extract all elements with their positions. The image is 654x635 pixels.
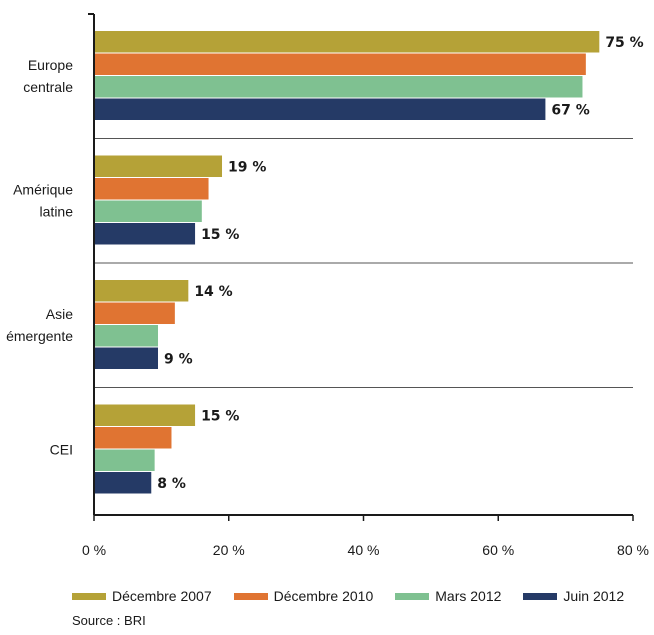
category-label: Asie xyxy=(46,306,73,322)
source-note: Source : BRI xyxy=(72,613,146,628)
category-label: émergente xyxy=(6,328,73,344)
category-labels: Europe centrale Amérique latine Asie émergent… xyxy=(6,57,73,458)
legend-swatch xyxy=(395,592,430,600)
x-tick-label: 0 % xyxy=(82,542,106,558)
bars xyxy=(94,31,600,494)
bar-chart: 75 % 67 % 19 % 15 % 14 % 9 % 15 % 8 % Europe cen… xyxy=(6,13,649,558)
legend-label: Mars 2012 xyxy=(435,588,502,604)
legend-swatch xyxy=(233,592,268,600)
category-label: CEI xyxy=(50,442,73,458)
data-label: 19 % xyxy=(228,159,266,175)
legend-item: Décembre 2007 xyxy=(72,588,212,604)
bar xyxy=(94,98,546,120)
data-label: 9 % xyxy=(164,351,193,367)
bar xyxy=(94,347,159,369)
legend-swatch xyxy=(523,592,558,600)
bar xyxy=(94,178,209,200)
category-label: latine xyxy=(40,204,74,220)
bar xyxy=(94,53,586,75)
x-tick-label: 20 % xyxy=(213,542,245,558)
x-tick-label: 80 % xyxy=(617,542,649,558)
bar xyxy=(94,472,152,494)
legend-item: Mars 2012 xyxy=(395,588,501,604)
legend-label: Décembre 2010 xyxy=(273,588,374,604)
bar xyxy=(94,223,196,245)
data-label: 67 % xyxy=(551,102,589,118)
data-label: 75 % xyxy=(605,35,643,51)
bar xyxy=(94,31,600,53)
data-labels: 75 % 67 % 19 % 15 % 14 % 9 % 15 % 8 % xyxy=(157,35,643,492)
bar xyxy=(94,155,223,177)
data-label: 15 % xyxy=(201,408,239,424)
legend-label: Décembre 2007 xyxy=(112,588,212,604)
category-label: Europe xyxy=(28,57,73,73)
legend-label: Juin 2012 xyxy=(563,588,625,604)
legend-item: Juin 2012 xyxy=(523,588,624,604)
legend: Décembre 2007 Décembre 2010 Mars 2012 Juin … xyxy=(72,588,646,604)
bar xyxy=(94,449,155,471)
bar xyxy=(94,76,583,98)
x-tick-label: 60 % xyxy=(482,542,514,558)
bar xyxy=(94,200,202,222)
x-axis-ticks: 0 % 20 % 40 % 60 % 80 % xyxy=(82,515,649,558)
bar xyxy=(94,427,172,449)
legend-swatch xyxy=(72,592,106,600)
data-label: 15 % xyxy=(201,227,239,243)
legend-item: Décembre 2010 xyxy=(233,588,374,604)
bar xyxy=(94,302,175,324)
bar xyxy=(94,404,196,426)
category-label: centrale xyxy=(23,79,73,95)
x-tick-label: 40 % xyxy=(348,542,380,558)
bar xyxy=(94,280,189,302)
category-label: Amérique xyxy=(13,182,73,198)
data-label: 8 % xyxy=(157,476,186,492)
data-label: 14 % xyxy=(194,284,232,300)
category-separators xyxy=(94,138,633,388)
bar xyxy=(94,325,159,347)
